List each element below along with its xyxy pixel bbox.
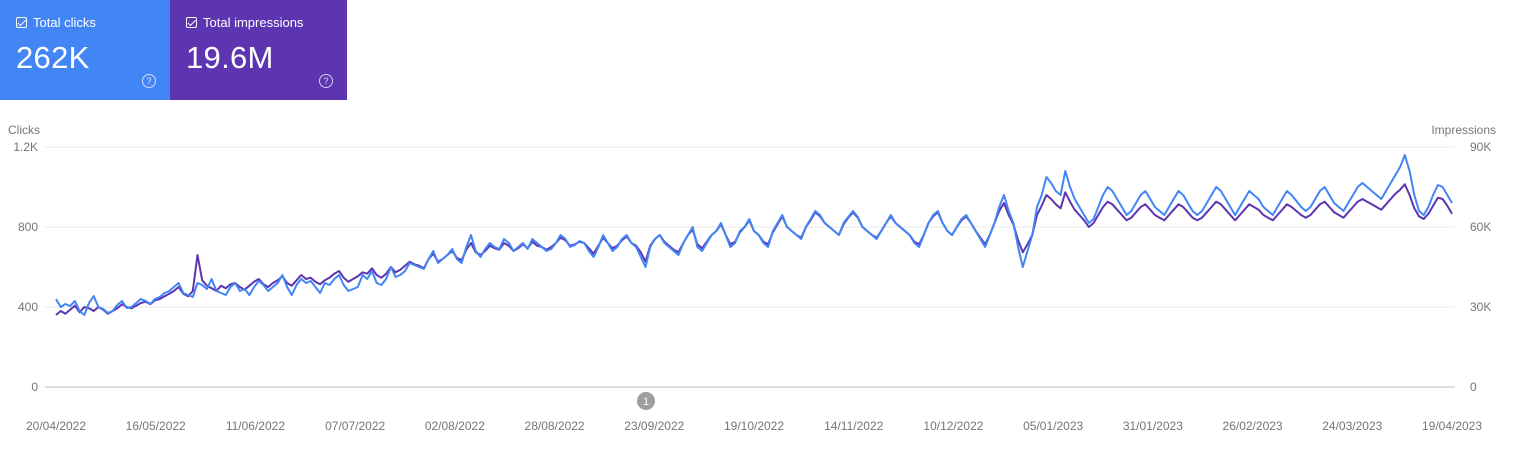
clicks-series-line xyxy=(55,154,1453,316)
chart-annotation[interactable]: 1 xyxy=(637,392,655,410)
y-axis-right-title: Impressions xyxy=(1431,123,1496,137)
y-tick-left-label: 0 xyxy=(31,380,38,394)
x-tick-label: 28/08/2022 xyxy=(525,419,585,433)
annotation-marker[interactable] xyxy=(637,392,655,410)
y-tick-left-label: 400 xyxy=(18,300,38,314)
total-clicks-header: Total clicks xyxy=(16,15,96,30)
chart-series xyxy=(55,154,1453,316)
x-tick-label: 14/11/2022 xyxy=(824,419,883,433)
x-tick-label: 23/09/2022 xyxy=(624,419,684,433)
y-tick-right-label: 60K xyxy=(1470,220,1491,234)
total-impressions-header: Total impressions xyxy=(186,15,303,30)
checkbox-checked-icon[interactable] xyxy=(186,17,197,28)
total-impressions-card[interactable]: Total impressions 19.6M ? xyxy=(170,0,347,100)
x-tick-label: 26/02/2023 xyxy=(1223,419,1283,433)
x-tick-label: 20/04/2022 xyxy=(26,419,86,433)
x-tick-label: 16/05/2022 xyxy=(126,419,186,433)
total-impressions-value: 19.6M xyxy=(186,40,274,75)
checkbox-checked-icon[interactable] xyxy=(16,17,27,28)
x-tick-label: 11/06/2022 xyxy=(226,419,285,433)
total-impressions-label: Total impressions xyxy=(203,15,304,30)
x-tick-label: 19/04/2023 xyxy=(1422,419,1482,433)
help-circle-icon[interactable]: ? xyxy=(142,74,156,88)
total-clicks-card[interactable]: Total clicks 262K ? xyxy=(0,0,170,100)
chart-gridlines xyxy=(45,146,1455,388)
y-tick-right-label: 0 xyxy=(1470,380,1477,394)
x-tick-label: 31/01/2023 xyxy=(1123,419,1183,433)
total-clicks-label: Total clicks xyxy=(33,15,96,30)
y-tick-right-label: 90K xyxy=(1470,140,1491,154)
x-tick-label: 05/01/2023 xyxy=(1023,419,1083,433)
y-axis-left-title: Clicks xyxy=(8,123,40,137)
chart-axis-labels: 0 0 400 30K 800 60K 1.2K 90K Clicks Impressions 20… xyxy=(8,123,1496,433)
total-clicks-value: 262K xyxy=(16,40,90,75)
x-tick-label: 19/10/2022 xyxy=(724,419,784,433)
x-tick-label: 07/07/2022 xyxy=(325,419,385,433)
x-tick-label: 24/03/2023 xyxy=(1322,419,1382,433)
y-tick-left-label: 800 xyxy=(18,220,38,234)
y-tick-right-label: 30K xyxy=(1470,300,1491,314)
help-circle-icon[interactable]: ? xyxy=(319,74,333,88)
x-tick-label: 10/12/2022 xyxy=(923,419,983,433)
y-tick-left-label: 1.2K xyxy=(13,140,38,154)
x-tick-label: 02/08/2022 xyxy=(425,419,485,433)
annotation-marker-label: 1 xyxy=(643,396,649,408)
